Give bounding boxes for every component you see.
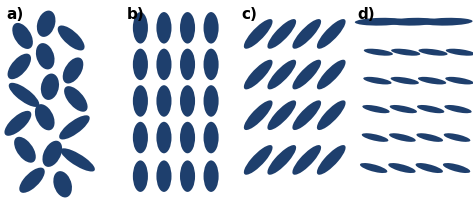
Ellipse shape: [180, 122, 195, 153]
Ellipse shape: [133, 49, 148, 80]
Ellipse shape: [391, 77, 419, 84]
Ellipse shape: [203, 49, 219, 80]
Ellipse shape: [417, 105, 444, 113]
Ellipse shape: [133, 85, 148, 117]
Ellipse shape: [14, 137, 36, 163]
Ellipse shape: [244, 100, 273, 130]
Ellipse shape: [37, 11, 55, 37]
Ellipse shape: [41, 74, 59, 100]
Ellipse shape: [317, 100, 346, 130]
Ellipse shape: [133, 12, 148, 43]
Ellipse shape: [244, 60, 273, 89]
Ellipse shape: [133, 122, 148, 153]
Ellipse shape: [244, 145, 273, 175]
Ellipse shape: [156, 160, 172, 192]
Text: a): a): [6, 7, 23, 22]
Ellipse shape: [203, 85, 219, 117]
Ellipse shape: [64, 86, 88, 112]
Ellipse shape: [12, 23, 33, 49]
Ellipse shape: [156, 85, 172, 117]
Ellipse shape: [156, 49, 172, 80]
Ellipse shape: [421, 18, 473, 26]
Ellipse shape: [61, 148, 95, 172]
Ellipse shape: [156, 12, 172, 43]
Ellipse shape: [317, 145, 346, 175]
Text: b): b): [126, 7, 144, 22]
Ellipse shape: [416, 133, 443, 142]
Ellipse shape: [419, 49, 447, 56]
Ellipse shape: [8, 54, 31, 79]
Ellipse shape: [180, 160, 195, 192]
Ellipse shape: [444, 133, 470, 142]
Ellipse shape: [4, 111, 31, 136]
Ellipse shape: [445, 77, 474, 84]
Ellipse shape: [267, 100, 296, 130]
Ellipse shape: [364, 49, 393, 56]
Ellipse shape: [133, 160, 148, 192]
Ellipse shape: [180, 49, 195, 80]
Ellipse shape: [36, 43, 55, 69]
Ellipse shape: [267, 19, 296, 49]
Ellipse shape: [267, 60, 296, 89]
Ellipse shape: [362, 105, 390, 113]
Ellipse shape: [388, 18, 439, 26]
Ellipse shape: [9, 83, 39, 107]
Ellipse shape: [390, 105, 417, 113]
Ellipse shape: [63, 57, 83, 83]
Ellipse shape: [35, 104, 55, 130]
Ellipse shape: [391, 49, 420, 56]
Ellipse shape: [203, 122, 219, 153]
Ellipse shape: [292, 145, 321, 175]
Ellipse shape: [58, 26, 84, 50]
Ellipse shape: [203, 160, 219, 192]
Ellipse shape: [416, 163, 443, 173]
Ellipse shape: [59, 115, 90, 139]
Ellipse shape: [362, 133, 388, 142]
Ellipse shape: [360, 163, 387, 173]
Ellipse shape: [54, 171, 72, 198]
Ellipse shape: [292, 60, 321, 89]
Ellipse shape: [389, 133, 416, 142]
Ellipse shape: [355, 18, 407, 26]
Ellipse shape: [43, 141, 62, 167]
Ellipse shape: [443, 163, 470, 173]
Ellipse shape: [317, 60, 346, 89]
Ellipse shape: [180, 12, 195, 43]
Ellipse shape: [244, 19, 273, 49]
Ellipse shape: [203, 12, 219, 43]
Text: c): c): [242, 7, 257, 22]
Ellipse shape: [317, 19, 346, 49]
Ellipse shape: [267, 145, 296, 175]
Ellipse shape: [446, 49, 474, 56]
Ellipse shape: [180, 85, 195, 117]
Ellipse shape: [363, 77, 392, 84]
Ellipse shape: [19, 168, 45, 193]
Ellipse shape: [156, 122, 172, 153]
Ellipse shape: [292, 100, 321, 130]
Ellipse shape: [418, 77, 446, 84]
Ellipse shape: [388, 163, 416, 173]
Ellipse shape: [444, 105, 472, 113]
Text: d): d): [357, 7, 375, 22]
Ellipse shape: [292, 19, 321, 49]
